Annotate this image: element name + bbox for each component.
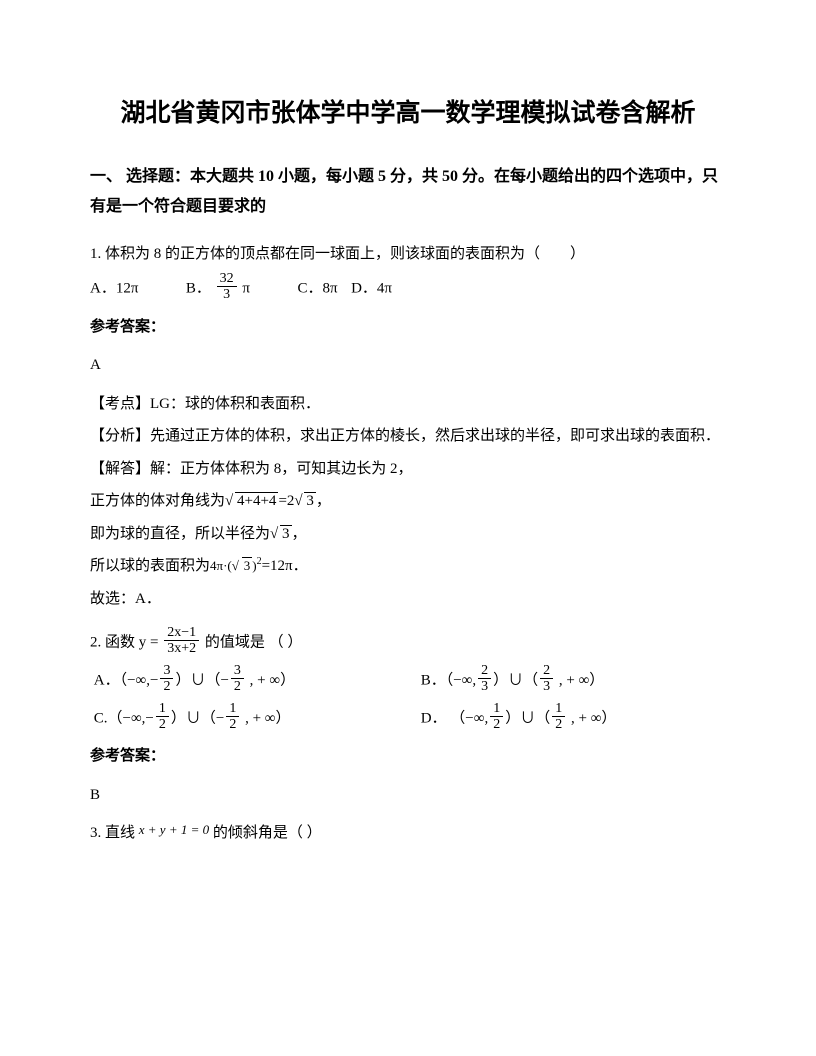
frac-den: 2 <box>156 717 169 732</box>
q2-answer: B <box>90 781 726 810</box>
frac: 12 <box>552 701 565 733</box>
q1-options: A．12π B． 32 3 π C．8π D．4π <box>90 273 726 305</box>
sqrt-icon: 3 <box>270 520 292 549</box>
frac-num: 32 <box>217 271 237 287</box>
q2-row-ab: A．（−∞,−32）∪（−32 , + ∞） B．（−∞,23）∪（23 , +… <box>90 665 726 697</box>
text: C.（−∞,− <box>94 710 154 726</box>
q1-optB-post: π <box>242 280 250 296</box>
frac-den: 3x+2 <box>164 641 199 656</box>
q1-jieda2: 正方体的体对角线为 4+4+4=2 3， <box>90 487 726 516</box>
q3-stem-b: 的倾斜角是（ ） <box>213 825 322 841</box>
frac: 12 <box>226 701 239 733</box>
text: ， <box>316 493 331 509</box>
q2-stem-a: 2. 函数 y = <box>90 634 158 650</box>
q2-frac: 2x−1 3x+2 <box>164 625 199 657</box>
text: A．（−∞,− <box>94 672 159 688</box>
q1-stem: 1. 体积为 8 的正方体的顶点都在同一球面上，则该球面的表面积为（ ） <box>90 240 726 269</box>
expr-a: 4π·( <box>210 558 232 573</box>
frac-num: 1 <box>552 701 565 717</box>
text: =12π． <box>262 558 308 574</box>
frac-num: 2x−1 <box>164 625 199 641</box>
frac: 32 <box>231 663 244 695</box>
frac: 32 <box>160 663 173 695</box>
frac: 23 <box>540 663 553 695</box>
frac-num: 3 <box>231 663 244 679</box>
sqrt-icon: 4+4+4 <box>225 487 278 516</box>
frac-num: 2 <box>478 663 491 679</box>
frac-den: 2 <box>231 679 244 694</box>
frac-den: 2 <box>160 679 173 694</box>
q1-stem-a: 1. 体积为 8 的正方体的顶点都在同一球面上，则该球面的表面积为（ <box>90 246 540 262</box>
text: ）∪（− <box>175 672 228 688</box>
frac-num: 3 <box>160 663 173 679</box>
frac: 12 <box>490 701 503 733</box>
frac-den: 2 <box>226 717 239 732</box>
frac-den: 3 <box>217 287 237 302</box>
frac-den: 3 <box>540 679 553 694</box>
q2-stem-b: 的值域是 （ ） <box>205 634 303 650</box>
section-1-heading: 一、 选择题：本大题共 10 小题，每小题 5 分，共 50 分。在每小题给出的… <box>90 162 726 223</box>
text: =2 <box>278 493 294 509</box>
text: 正方体的体对角线为 <box>90 493 225 509</box>
text: D． （−∞, <box>421 710 489 726</box>
q2-optB: B．（−∞,23）∪（23 , + ∞） <box>421 665 726 697</box>
text: ）∪（− <box>171 710 224 726</box>
frac: 12 <box>156 701 169 733</box>
text: , + ∞） <box>555 672 604 688</box>
q3-stem: 3. 直线 x + y + 1 = 0 的倾斜角是（ ） <box>90 819 726 848</box>
text: B．（−∞, <box>421 672 476 688</box>
frac-den: 2 <box>490 717 503 732</box>
q2-answer-label: 参考答案： <box>90 742 726 771</box>
q1-kaodian: 【考点】LG：球的体积和表面积． <box>90 390 726 419</box>
q1-answer: A <box>90 351 726 380</box>
q1-stem-b: ） <box>570 246 585 262</box>
exam-page: 湖北省黄冈市张体学中学高一数学理模拟试卷含解析 一、 选择题：本大题共 10 小… <box>0 0 816 892</box>
text: , + ∞） <box>567 710 616 726</box>
text: 所以球的表面积为 <box>90 558 210 574</box>
page-title: 湖北省黄冈市张体学中学高一数学理模拟试卷含解析 <box>90 90 726 138</box>
q1-optB-frac: 32 3 <box>217 271 237 303</box>
sqrt-icon: 3 <box>294 487 316 516</box>
radicand: 3 <box>304 492 316 509</box>
frac: 23 <box>478 663 491 695</box>
q1-jieda1: 【解答】解：正方体体积为 8，可知其边长为 2， <box>90 455 726 484</box>
q1-jieda4: 所以球的表面积为4π·(3)2=12π． <box>90 552 726 581</box>
frac-num: 1 <box>490 701 503 717</box>
text: , + ∞） <box>241 710 290 726</box>
text: ， <box>292 526 307 542</box>
q2-optC: C.（−∞,−12）∪（−12 , + ∞） <box>90 703 421 735</box>
q1-optB-pre: B． <box>186 280 211 296</box>
q1-jieda3: 即为球的直径，所以半径为 3， <box>90 520 726 549</box>
q1-optC: C．8π <box>298 280 338 296</box>
text: , + ∞） <box>246 672 295 688</box>
q2-stem: 2. 函数 y = 2x−1 3x+2 的值域是 （ ） <box>90 627 726 659</box>
radicand: 3 <box>242 557 253 573</box>
q1-optA: A．12π <box>90 280 138 296</box>
q1-optD: D．4π <box>351 280 392 296</box>
q3-expr: x + y + 1 = 0 <box>139 822 209 837</box>
q2-optD: D． （−∞,12）∪（12 , + ∞） <box>421 703 726 735</box>
q2-optA: A．（−∞,−32）∪（−32 , + ∞） <box>90 665 421 697</box>
q1-fenxi: 【分析】先通过正方体的体积，求出正方体的棱长，然后求出球的半径，即可求出球的表面… <box>90 422 726 451</box>
frac-num: 1 <box>226 701 239 717</box>
q2-row-cd: C.（−∞,−12）∪（−12 , + ∞） D． （−∞,12）∪（12 , … <box>90 703 726 735</box>
sqrt-icon: 3 <box>232 554 253 579</box>
text: 即为球的直径，所以半径为 <box>90 526 270 542</box>
q1-guxuan: 故选：A． <box>90 585 726 614</box>
frac-num: 2 <box>540 663 553 679</box>
text: ）∪（ <box>493 672 538 688</box>
frac-den: 2 <box>552 717 565 732</box>
text: ）∪（ <box>505 710 550 726</box>
radicand: 3 <box>280 525 292 542</box>
frac-den: 3 <box>478 679 491 694</box>
radicand: 4+4+4 <box>235 492 278 509</box>
frac-num: 1 <box>156 701 169 717</box>
q1-answer-label: 参考答案： <box>90 313 726 342</box>
q3-stem-a: 3. 直线 <box>90 825 135 841</box>
